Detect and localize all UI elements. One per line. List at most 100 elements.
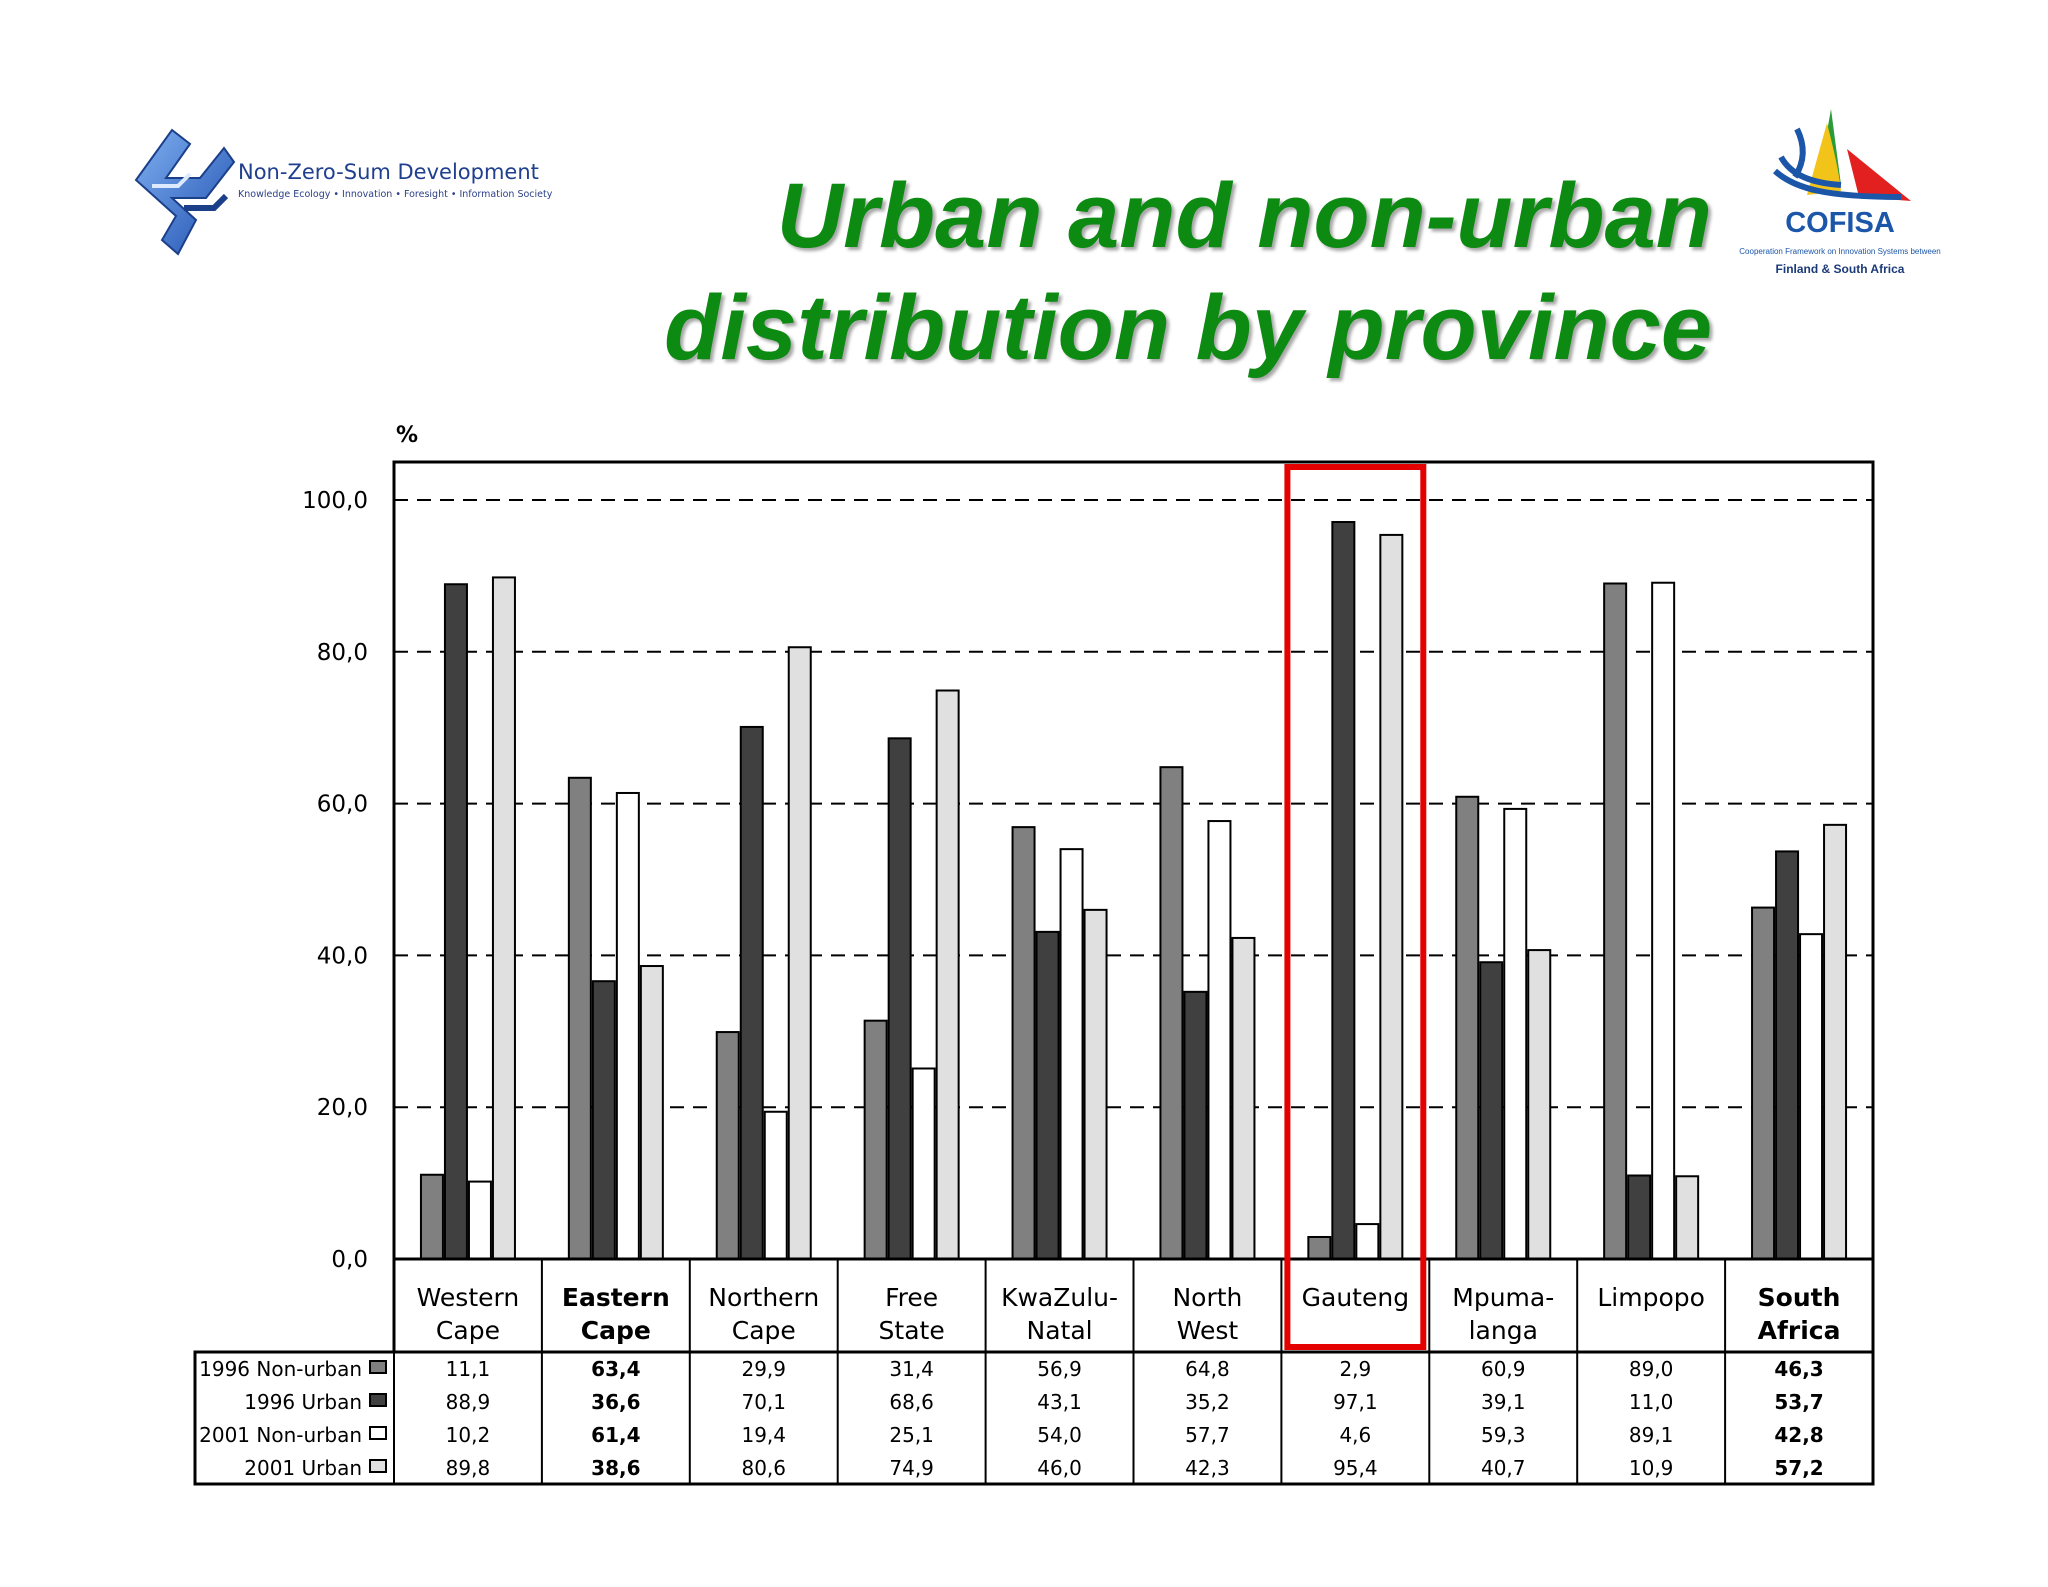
data-label: 70,1: [741, 1390, 786, 1414]
data-label: 11,0: [1629, 1390, 1674, 1414]
data-label: 74,9: [889, 1456, 934, 1480]
bar: [1455, 795, 1480, 1260]
bar: [443, 583, 468, 1260]
data-label: 29,9: [741, 1357, 786, 1381]
data-label: 40,7: [1481, 1456, 1526, 1480]
bar: [1651, 581, 1676, 1260]
data-label: 61,4: [591, 1423, 640, 1447]
data-label: 39,1: [1481, 1390, 1526, 1414]
legend-label: 1996 Urban: [244, 1390, 362, 1414]
data-label: 11,1: [446, 1357, 491, 1381]
bar: [1331, 521, 1356, 1260]
data-label: 19,4: [741, 1423, 786, 1447]
bar: [1751, 906, 1776, 1260]
bar: [1083, 908, 1108, 1260]
data-label: 88,9: [446, 1390, 491, 1414]
data-label: 64,8: [1185, 1357, 1230, 1381]
category-label: Gauteng: [1302, 1283, 1409, 1312]
title-line-2: distribution by province: [664, 277, 1712, 379]
bar: [1355, 1223, 1380, 1261]
data-label: 53,7: [1774, 1390, 1823, 1414]
category-label: Africa: [1758, 1316, 1841, 1345]
data-label: 89,1: [1629, 1423, 1674, 1447]
data-label: 56,9: [1037, 1357, 1082, 1381]
cofisa-name: COFISA: [1785, 207, 1895, 239]
bar: [1627, 1174, 1652, 1261]
y-tick-label: 20,0: [317, 1095, 368, 1121]
category-label: Mpuma-: [1452, 1283, 1554, 1312]
data-label: 10,9: [1629, 1456, 1674, 1480]
bar: [1035, 930, 1060, 1260]
data-label: 35,2: [1185, 1390, 1230, 1414]
data-label: 97,1: [1333, 1390, 1378, 1414]
category-label: Free: [885, 1283, 938, 1312]
bar: [1183, 990, 1208, 1260]
data-label: 43,1: [1037, 1390, 1082, 1414]
bar: [1379, 533, 1404, 1260]
bar: [491, 576, 516, 1260]
category-label: Cape: [436, 1316, 500, 1345]
bar: [1307, 1235, 1332, 1261]
bar: [1503, 807, 1528, 1261]
bar: [567, 776, 592, 1260]
data-label: 89,8: [446, 1456, 491, 1480]
legend-swatch: [369, 1393, 387, 1407]
bar: [1059, 848, 1084, 1260]
data-label: 60,9: [1481, 1357, 1526, 1381]
bar: [1479, 961, 1504, 1261]
legend-swatch: [369, 1360, 387, 1374]
bar: [715, 1031, 740, 1260]
bar: [763, 1110, 788, 1261]
bar: [1823, 823, 1848, 1260]
highlight-box: [1284, 464, 1427, 1350]
bar: [1527, 949, 1552, 1260]
data-label: 59,3: [1481, 1423, 1526, 1447]
category-label: Western: [417, 1283, 520, 1312]
bar: [787, 646, 812, 1260]
slide-title: Urban and non-urban distribution by prov…: [512, 160, 1712, 384]
cofisa-tagline: Cooperation Framework on Innovation Syst…: [1739, 247, 1941, 256]
data-label: 10,2: [446, 1423, 491, 1447]
data-label: 36,6: [591, 1390, 640, 1414]
bar: [639, 965, 664, 1260]
bar: [911, 1067, 936, 1260]
y-tick-label: 80,0: [317, 640, 368, 666]
nzsd-name: Non-Zero-Sum Development: [238, 160, 539, 184]
cofisa-tagline-2: Finland & South Africa: [1775, 262, 1905, 276]
data-label: 42,3: [1185, 1456, 1230, 1480]
data-label: 57,7: [1185, 1423, 1230, 1447]
category-label: Eastern: [562, 1283, 670, 1312]
nzsd-logo: Non-Zero-Sum Development Knowledge Ecolo…: [120, 118, 560, 268]
data-label: 63,4: [591, 1357, 640, 1381]
data-label: 54,0: [1037, 1423, 1082, 1447]
category-label: South: [1758, 1283, 1841, 1312]
data-label: 57,2: [1774, 1456, 1823, 1480]
category-label: State: [879, 1316, 945, 1345]
category-label: Cape: [732, 1316, 796, 1345]
bar: [1775, 850, 1800, 1260]
data-label: 95,4: [1333, 1456, 1378, 1480]
bar: [1159, 766, 1184, 1261]
bar: [887, 737, 912, 1260]
data-label: 4,6: [1339, 1423, 1371, 1447]
title-line-1: Urban and non-urban: [776, 165, 1712, 267]
bar: [739, 725, 764, 1260]
bar: [1799, 933, 1824, 1260]
bar: [1603, 582, 1628, 1260]
data-label: 68,6: [889, 1390, 934, 1414]
category-label: KwaZulu-: [1001, 1283, 1118, 1312]
category-label: Northern: [708, 1283, 819, 1312]
nzsd-tagline: Knowledge Ecology • Innovation • Foresig…: [238, 189, 553, 200]
legend-label: 1996 Non-urban: [199, 1357, 362, 1381]
data-table-frame: [193, 1350, 1875, 1486]
category-label: Limpopo: [1597, 1283, 1705, 1312]
bar: [467, 1180, 492, 1261]
data-label: 2,9: [1339, 1357, 1371, 1381]
data-label: 46,3: [1774, 1357, 1823, 1381]
bar: [1675, 1175, 1700, 1261]
legend-swatch: [369, 1459, 387, 1473]
bar: [935, 689, 960, 1260]
category-label: langa: [1469, 1316, 1538, 1345]
category-label: West: [1177, 1316, 1239, 1345]
